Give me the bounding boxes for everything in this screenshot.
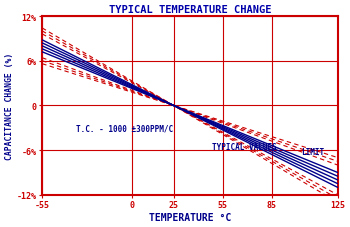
X-axis label: TEMPERATURE °C: TEMPERATURE °C	[149, 212, 231, 222]
Title: TYPICAL TEMPERATURE CHANGE: TYPICAL TEMPERATURE CHANGE	[108, 5, 271, 15]
Text: TYPICAL VALUES: TYPICAL VALUES	[212, 142, 276, 151]
Y-axis label: CAPACITANCE CHANGE (%): CAPACITANCE CHANGE (%)	[5, 53, 14, 159]
Text: T.C. - 1000 ±300PPM/C: T.C. - 1000 ±300PPM/C	[76, 124, 173, 133]
Text: LIMIT: LIMIT	[301, 148, 324, 156]
